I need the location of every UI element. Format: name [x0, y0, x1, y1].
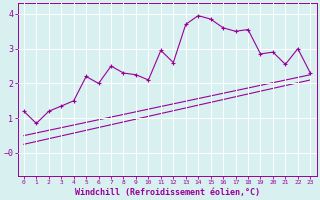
X-axis label: Windchill (Refroidissement éolien,°C): Windchill (Refroidissement éolien,°C) — [75, 188, 260, 197]
